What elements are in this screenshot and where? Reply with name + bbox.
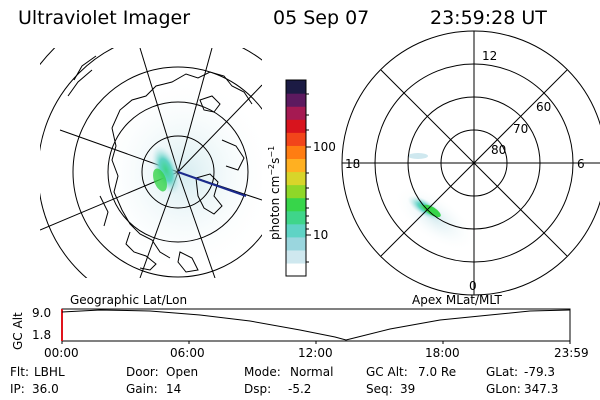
- geographic-map: [40, 48, 262, 278]
- magnetic-polar-map: 12 18 6 0 60 70 80: [341, 30, 600, 296]
- altitude-timeline: GC Alt 9.0 1.8 00:00 06:00 12:00 18:00 2…: [11, 306, 589, 360]
- image-date: 05 Sep 07: [273, 7, 369, 29]
- ip-value: 36.0: [32, 382, 59, 396]
- colorbar-cell: [286, 93, 306, 107]
- seq-value: 39: [400, 382, 415, 396]
- altitude-ytick-top: 9.0: [32, 306, 51, 320]
- colorbar-cell: [286, 236, 306, 251]
- colorbar-cell: [286, 132, 306, 146]
- filter-label: Flt:: [10, 365, 29, 379]
- door-label: Door:: [126, 365, 159, 379]
- sun-direction-line: [177, 171, 247, 197]
- colorbar-cell: [286, 210, 306, 225]
- dsp-value: -5.2: [288, 382, 311, 396]
- gc-alt-value: 7.0 Re: [418, 365, 456, 379]
- colorbar-cell: [286, 197, 306, 212]
- colorbar-cell: [286, 184, 306, 199]
- time-tick-3: 18:00: [425, 346, 460, 360]
- time-tick-4: 23:59: [554, 346, 589, 360]
- colorbar-cell: [286, 145, 306, 159]
- mode-label: Mode:: [244, 365, 281, 379]
- door-value: Open: [166, 365, 198, 379]
- image-time: 23:59:28 UT: [430, 7, 547, 29]
- colorbar-tick-10: 10: [313, 228, 328, 242]
- colorbar-cell: [286, 262, 306, 277]
- colorbar-cell: [286, 106, 306, 120]
- gain-value: 14: [166, 382, 181, 396]
- color-scale: 100 10 photon cm−2s−1: [267, 79, 336, 277]
- time-tick-1: 06:00: [170, 346, 205, 360]
- colorbar-cell: [286, 171, 306, 186]
- magnetic-grid: [341, 30, 600, 296]
- instrument-title: Ultraviolet Imager: [18, 7, 190, 29]
- altitude-curve: [61, 309, 571, 341]
- gc-alt-label: GC Alt:: [366, 365, 408, 379]
- magnetic-caption: Apex MLat/MLT: [412, 293, 502, 307]
- time-tick-2: 12:00: [298, 346, 333, 360]
- mlt-0-label: 0: [469, 279, 477, 293]
- mlt-12-label: 12: [482, 49, 497, 63]
- mlt-18-label: 18: [345, 157, 360, 171]
- colorbar-cell: [286, 223, 306, 238]
- colorbar-cell: [286, 249, 306, 264]
- altitude-ytick-bottom: 1.8: [32, 328, 51, 342]
- glat-label: GLat:: [486, 365, 518, 379]
- colorbar-unit: photon cm−2s−1: [267, 146, 282, 240]
- seq-label: Seq:: [366, 382, 393, 396]
- status-panel: Flt: LBHL IP: 36.0 Door: Open Gain: 14 M…: [10, 365, 558, 396]
- time-tick-0: 00:00: [44, 346, 79, 360]
- mlat-80-label: 80: [491, 143, 506, 157]
- filter-value: LBHL: [34, 365, 65, 379]
- glon-label: GLon:: [486, 382, 521, 396]
- ip-label: IP:: [10, 382, 25, 396]
- colorbar-cell: [286, 158, 306, 173]
- glon-value: 347.3: [524, 382, 558, 396]
- glat-value: -79.3: [524, 365, 555, 379]
- mode-value: Normal: [290, 365, 333, 379]
- colorbar-tick-100: 100: [313, 140, 336, 154]
- mlt-6-label: 6: [577, 157, 585, 171]
- dsp-label: Dsp:: [244, 382, 271, 396]
- mlat-60-label: 60: [536, 100, 551, 114]
- mlat-70-label: 70: [513, 122, 528, 136]
- colorbar-cell: [286, 80, 306, 94]
- coastlines: [67, 55, 253, 273]
- colorbar-cell: [286, 119, 306, 133]
- geographic-caption: Geographic Lat/Lon: [70, 293, 187, 307]
- altitude-ylabel: GC Alt: [11, 312, 25, 350]
- gain-label: Gain:: [126, 382, 158, 396]
